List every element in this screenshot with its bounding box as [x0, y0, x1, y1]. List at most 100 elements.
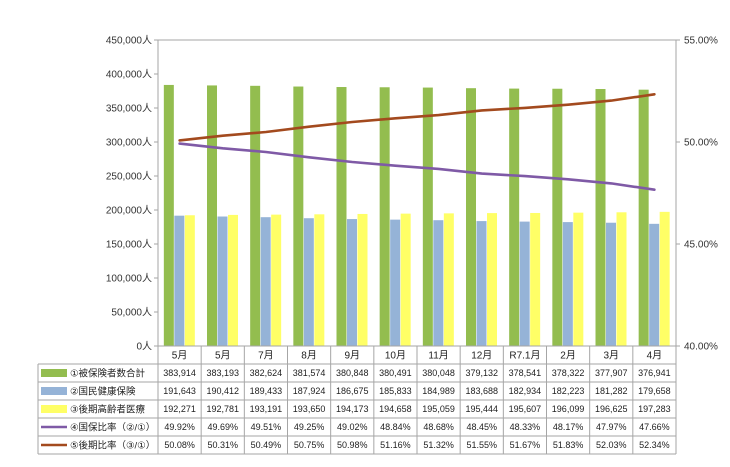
data-label: 48.33%	[510, 422, 541, 432]
bar-2	[476, 221, 487, 346]
data-label: 378,541	[509, 368, 542, 378]
left-tick-label: 300,000人	[106, 137, 152, 149]
bar-1	[207, 85, 217, 346]
data-label: 47.97%	[596, 422, 627, 432]
left-tick-label: 50,000人	[111, 307, 152, 319]
data-label: 49.25%	[294, 422, 325, 432]
bar-3	[659, 211, 670, 346]
data-label: 195,444	[465, 404, 498, 414]
legend-key-bar	[41, 369, 67, 377]
data-label: 197,283	[638, 404, 671, 414]
data-label: 49.02%	[337, 422, 368, 432]
data-label: 381,574	[293, 368, 326, 378]
series-name: ②国民健康保険	[70, 386, 136, 398]
data-label: 50.08%	[164, 440, 195, 450]
bar-2	[519, 221, 530, 346]
data-label: 192,781	[206, 404, 239, 414]
data-label: 51.83%	[553, 440, 584, 450]
category-label: 3月	[603, 350, 619, 362]
right-tick-label: 40.00%	[684, 342, 718, 353]
category-label: 7月	[258, 350, 274, 362]
bar-1	[552, 88, 563, 347]
bar-1	[293, 86, 304, 347]
series-name: ③後期高齢者医療	[70, 404, 146, 416]
bar-1	[422, 87, 433, 347]
category-label: R7.1月	[509, 350, 540, 362]
data-label: 189,433	[250, 386, 283, 396]
bar-2	[217, 216, 228, 346]
bar-2	[174, 215, 185, 346]
series-name: ④国保比率（②/①）	[70, 422, 155, 434]
data-label: 50.31%	[207, 440, 238, 450]
data-label: 383,914	[163, 368, 196, 378]
data-label: 183,688	[465, 386, 498, 396]
bar-2	[303, 218, 314, 346]
bar-2	[347, 219, 357, 346]
right-tick-label: 55.00%	[684, 36, 718, 47]
category-label: 2月	[560, 350, 576, 362]
left-tick-label: 100,000人	[106, 273, 152, 285]
data-label: 380,491	[379, 368, 412, 378]
left-tick-label: 350,000人	[106, 103, 152, 115]
data-label: 377,907	[595, 368, 628, 378]
bar-1	[638, 89, 649, 347]
series-name: ①被保険者数合計	[70, 368, 146, 380]
bar-2	[606, 222, 616, 346]
data-label: 382,624	[250, 368, 283, 378]
bar-1	[509, 88, 520, 347]
bar-3	[400, 213, 411, 346]
left-tick-label: 250,000人	[106, 171, 152, 183]
series-name: ⑤後期比率（③/①）	[70, 440, 155, 452]
bar-2	[260, 217, 271, 346]
bar-3	[314, 214, 325, 346]
bar-2	[649, 223, 660, 346]
line-marks	[178, 93, 656, 191]
data-label: 185,833	[379, 386, 412, 396]
bar-2	[433, 220, 444, 346]
data-label: 194,173	[336, 404, 369, 414]
left-tick-label: 450,000人	[106, 35, 152, 47]
data-label: 50.98%	[337, 440, 368, 450]
data-table: 5月 5月 7月 8月 9月 10月 11月 12月 R7.1月 2月 3月 4月 ①被保険者数合計 38…	[37, 345, 677, 455]
data-label: 51.16%	[380, 440, 411, 450]
data-label: 49.69%	[207, 422, 238, 432]
data-label: 191,643	[163, 386, 196, 396]
data-label: 194,658	[379, 404, 412, 414]
legend-key-bar	[41, 405, 67, 413]
left-tick-label: 400,000人	[106, 69, 152, 81]
data-label: 48.68%	[423, 422, 454, 432]
bar-3	[443, 213, 454, 346]
data-label: 184,989	[422, 386, 455, 396]
data-label: 48.45%	[466, 422, 497, 432]
data-label: 48.84%	[380, 422, 411, 432]
data-label: 190,412	[206, 386, 239, 396]
data-label: 196,099	[552, 404, 585, 414]
data-label: 195,059	[422, 404, 455, 414]
data-label: 193,191	[250, 404, 283, 414]
data-label: 186,675	[336, 386, 369, 396]
category-label: 11月	[428, 350, 448, 362]
category-label: 5月	[172, 350, 188, 362]
data-label: 49.92%	[164, 422, 195, 432]
bar-1	[250, 85, 261, 347]
bar-1	[336, 87, 347, 346]
data-label: 47.66%	[639, 422, 670, 432]
data-label: 380,048	[422, 368, 455, 378]
left-tick-label: 0人	[136, 341, 152, 353]
data-label: 376,941	[638, 368, 671, 378]
legend-key-bar	[41, 387, 67, 395]
line-series-2	[178, 93, 656, 142]
data-label: 182,223	[552, 386, 585, 396]
bar-3	[228, 214, 238, 346]
data-label: 379,132	[465, 368, 498, 378]
data-label: 182,934	[509, 386, 542, 396]
data-label: 51.55%	[466, 440, 497, 450]
bar-3	[616, 212, 627, 346]
bar-1	[466, 88, 476, 346]
bar-3	[271, 214, 282, 346]
data-label: 196,625	[595, 404, 628, 414]
data-label: 193,650	[293, 404, 326, 414]
bar-1	[379, 87, 390, 347]
bar-marks	[163, 84, 670, 347]
data-label: 49.51%	[251, 422, 282, 432]
